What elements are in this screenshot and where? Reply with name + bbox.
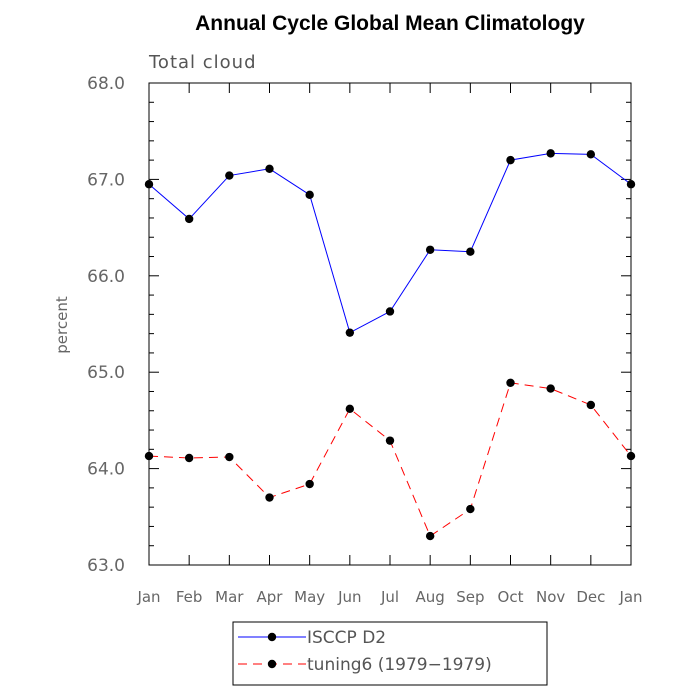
data-point [184,214,194,224]
series-line [148,382,632,537]
x-tick-label: Jan [136,588,160,606]
axis-ticks [148,82,632,566]
data-point [265,164,274,173]
x-tick-labels: Jan Feb Mar Apr May Jun Jul Aug Sep Oct Nov Dec Jan [136,588,642,606]
series-2 [144,378,636,541]
data-point [466,247,475,256]
x-tick-label: Jul [380,588,399,606]
y-tick-label: 67.0 [87,170,125,190]
legend-marker [267,632,277,642]
data-point [586,400,596,410]
chart-title: Annual Cycle Global Mean Climatology [195,12,585,35]
data-point [305,190,314,200]
legend-box [232,621,548,686]
x-tick-label: Aug [416,588,445,606]
data-point [626,180,636,189]
legend-label: ISCCP D2 [307,628,386,648]
data-point [385,436,395,445]
data-point [144,180,154,189]
data-point [425,245,435,254]
series-layer [144,149,636,541]
x-tick-label: May [294,588,325,606]
y-tick-label: 68.0 [87,74,125,94]
data-point [546,149,555,158]
y-axis-title: percent [53,296,71,354]
data-point [385,307,395,316]
data-point [626,451,636,461]
data-point [506,155,515,165]
data-point [425,531,435,541]
x-tick-label: Oct [498,588,524,606]
data-point [265,493,274,502]
series-1 [144,149,636,337]
x-tick-label: Jan [618,588,642,606]
data-point [345,404,355,414]
y-tick-label: 64.0 [87,460,125,480]
x-tick-label: Feb [176,588,203,606]
plot-frame [148,82,632,566]
data-point [305,479,314,489]
plot-border [148,82,632,566]
legend: ISCCP D2 tuning6 (1979−1979) [232,621,548,686]
x-tick-label: Dec [576,588,605,606]
data-point [506,378,515,388]
x-tick-label: Apr [257,588,284,606]
data-point [586,150,596,159]
legend-label: tuning6 (1979−1979) [307,655,492,675]
y-tick-labels: 63.0 64.0 65.0 66.0 67.0 68.0 [87,74,125,576]
y-tick-label: 65.0 [87,363,125,383]
data-point [466,504,475,514]
data-point [225,171,234,180]
chart-subtitle: Total cloud [148,52,257,73]
y-tick-label: 66.0 [87,267,125,287]
data-point [546,384,555,393]
data-point [225,452,234,462]
x-tick-label: Sep [456,588,484,606]
data-point [184,453,194,463]
data-point [144,451,154,461]
data-point [345,328,355,337]
series-line [148,152,632,334]
y-tick-label: 63.0 [87,556,125,576]
x-tick-label: Mar [215,588,244,606]
legend-marker [267,659,277,669]
x-tick-label: Jun [337,588,361,606]
x-tick-label: Nov [536,588,565,606]
